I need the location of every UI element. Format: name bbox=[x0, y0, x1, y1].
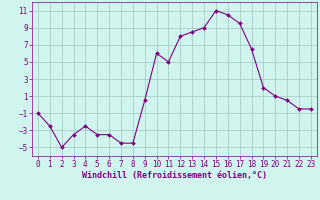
X-axis label: Windchill (Refroidissement éolien,°C): Windchill (Refroidissement éolien,°C) bbox=[82, 171, 267, 180]
